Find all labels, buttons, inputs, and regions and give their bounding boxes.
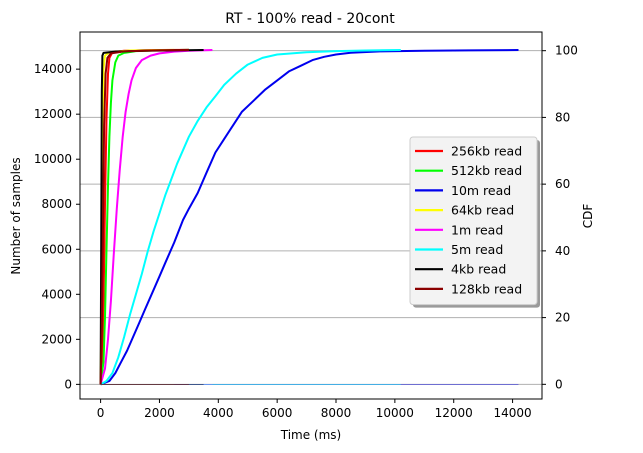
y-tick-label-4: 8000 <box>41 197 72 211</box>
chart-title: RT - 100% read - 20cont <box>225 11 395 27</box>
y-axis-label: Number of samples <box>9 157 23 274</box>
series-line-0 <box>99 48 189 385</box>
y-right-tick-label-0: 0 <box>555 377 563 391</box>
y-tick-label-6: 12000 <box>34 107 72 121</box>
y-tick-label-5: 10000 <box>34 152 72 166</box>
x-tick-label-6: 12000 <box>435 406 473 420</box>
y-axis-right: 0 20 40 60 80 100 <box>542 44 578 391</box>
legend: 256kb read 512kb read 10m read 64kb read 1m … <box>409 136 540 308</box>
x-tick-label-7: 14000 <box>493 406 531 420</box>
legend-label-0: 256kb read <box>451 144 522 159</box>
y-axis-left: 0 2000 4000 6000 8000 10000 12000 14000 <box>34 62 80 391</box>
series-line-1 <box>99 48 189 385</box>
y-axis-right-label: CDF <box>581 204 595 229</box>
x-tick-label-2: 4000 <box>203 406 234 420</box>
x-tick-label-0: 0 <box>97 406 105 420</box>
y-tick-label-2: 4000 <box>41 287 72 301</box>
y-tick-label-7: 14000 <box>34 62 72 76</box>
series-line-5 <box>100 49 401 386</box>
y-right-tick-label-1: 20 <box>555 311 570 325</box>
y-right-tick-label-4: 80 <box>555 110 570 124</box>
legend-label-7: 128kb read <box>451 281 522 296</box>
legend-label-3: 64kb read <box>451 203 514 218</box>
plot-series <box>99 48 519 386</box>
legend-label-6: 4kb read <box>451 262 506 277</box>
x-tick-label-4: 8000 <box>321 406 352 420</box>
legend-label-5: 5m read <box>451 242 503 257</box>
x-axis: 0 2000 4000 6000 8000 10000 12000 14000 <box>97 399 532 420</box>
y-tick-label-1: 2000 <box>41 332 72 346</box>
legend-label-1: 512kb read <box>451 163 522 178</box>
legend-box <box>409 136 538 306</box>
series-line-2 <box>100 49 519 386</box>
series-line-7 <box>99 48 189 385</box>
y-right-tick-label-3: 60 <box>555 177 570 191</box>
legend-label-4: 1m read <box>451 222 503 237</box>
y-right-tick-label-5: 100 <box>555 44 578 58</box>
plot-frame <box>79 31 543 400</box>
x-tick-label-5: 10000 <box>376 406 414 420</box>
y-tick-label-0: 0 <box>64 377 72 391</box>
x-axis-label: Time (ms) <box>280 428 342 442</box>
legend-label-2: 10m read <box>451 183 511 198</box>
x-tick-label-1: 2000 <box>144 406 175 420</box>
x-tick-label-3: 6000 <box>262 406 293 420</box>
y-right-tick-label-2: 40 <box>555 244 570 258</box>
series-line-4 <box>99 49 213 385</box>
y-tick-label-3: 6000 <box>41 242 72 256</box>
